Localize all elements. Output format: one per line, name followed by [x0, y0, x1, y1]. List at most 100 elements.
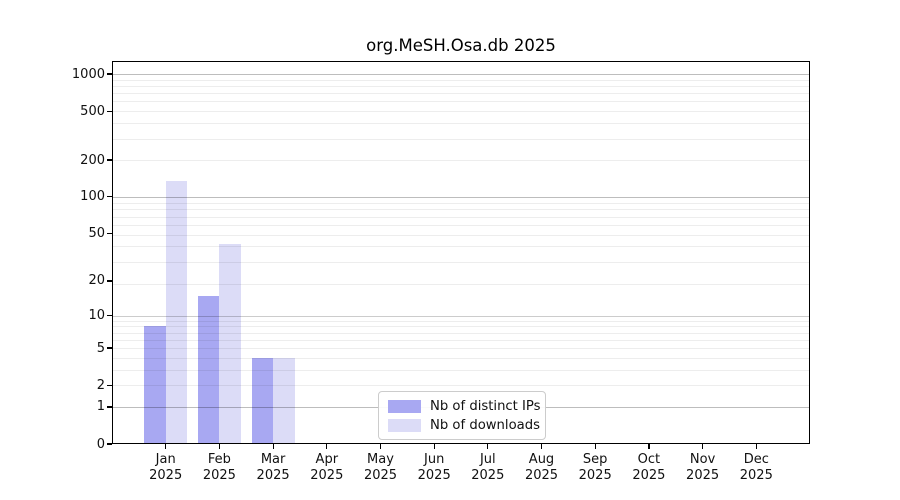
x-tick-year: 2025: [149, 467, 183, 483]
x-tick-month: Mar: [260, 452, 286, 467]
gridline-minor: [112, 348, 810, 349]
x-axis-tick-label: Jan 2025: [134, 452, 198, 483]
y-axis-tick-mark: [107, 196, 112, 198]
gridline-minor: [112, 326, 810, 328]
gridline-minor: [112, 197, 810, 199]
y-axis-tick-label: 50: [88, 225, 105, 241]
x-tick-month: May: [367, 452, 394, 467]
x-tick-year: 2025: [578, 467, 612, 483]
x-tick-year: 2025: [471, 467, 505, 483]
gridline-minor: [112, 320, 810, 322]
x-tick-year: 2025: [686, 467, 720, 483]
y-axis-tick-label: 10: [88, 308, 105, 324]
legend-swatch-downloads-icon: [388, 418, 421, 432]
y-axis-tick-label: 200: [80, 152, 105, 168]
gridline-minor: [112, 357, 810, 359]
gridline-minor: [112, 209, 810, 211]
legend: Nb of distinct IPs Nb of downloads: [378, 391, 546, 440]
y-axis-tick-mark: [107, 232, 112, 235]
gridline-minor: [112, 123, 810, 125]
legend-label-distinct-ips: Nb of distinct IPs: [430, 398, 541, 414]
gridline-minor: [112, 101, 810, 103]
y-axis-tick-label: 0: [96, 436, 105, 452]
x-axis-tick-mark: [648, 444, 650, 449]
legend-entry-distinct-ips: Nb of distinct IPs: [388, 399, 541, 414]
x-axis-tick-label: Jul 2025: [456, 452, 520, 483]
x-axis-tick-mark: [702, 444, 704, 449]
y-axis-tick-mark: [107, 110, 112, 112]
y-axis-tick-label: 2: [96, 377, 105, 393]
x-tick-month: Oct: [637, 452, 661, 467]
x-axis-tick-mark: [218, 444, 221, 449]
x-axis-tick-label: Nov 2025: [671, 452, 735, 483]
x-tick-month: Dec: [743, 452, 769, 467]
x-tick-year: 2025: [739, 467, 773, 483]
gridline-minor: [112, 216, 810, 218]
y-axis-tick-mark: [107, 280, 112, 282]
y-axis-tick-mark: [107, 384, 112, 386]
legend-entry-downloads: Nb of downloads: [388, 418, 540, 433]
gridline-major: [112, 74, 810, 75]
x-axis-tick-mark: [540, 444, 543, 449]
x-tick-year: 2025: [524, 467, 559, 483]
gridline-minor: [112, 74, 810, 76]
x-tick-month: Feb: [207, 452, 231, 467]
x-axis-tick-label: Aug 2025: [510, 452, 574, 483]
x-axis-tick-mark: [165, 444, 167, 449]
gridline-minor: [112, 234, 810, 236]
y-axis-tick-mark: [107, 443, 112, 445]
x-tick-month: Jul: [479, 452, 496, 467]
bar-downloads: [165, 181, 188, 444]
gridline-major: [112, 315, 810, 317]
gridline-minor: [112, 86, 810, 87]
y-axis-tick-mark: [107, 406, 112, 408]
y-axis-tick-label: 1: [96, 399, 105, 415]
x-axis-tick-label: Sep 2025: [563, 452, 627, 483]
gridline-minor: [112, 160, 810, 162]
x-axis-tick-mark: [487, 444, 489, 449]
y-axis-tick-mark: [107, 159, 112, 161]
gridline-minor: [112, 369, 810, 371]
x-tick-year: 2025: [632, 467, 666, 483]
x-tick-month: Aug: [528, 452, 555, 467]
gridline-minor: [112, 93, 810, 95]
x-tick-year: 2025: [202, 467, 236, 483]
x-axis-tick-mark: [433, 444, 435, 449]
x-tick-month: Nov: [689, 452, 716, 467]
legend-swatch-distinct-ips-icon: [388, 399, 421, 413]
gridline-minor: [112, 79, 810, 81]
x-axis-tick-label: Jun 2025: [402, 452, 466, 483]
gridline-minor: [112, 203, 810, 204]
x-tick-year: 2025: [363, 467, 398, 483]
y-axis-tick-mark: [107, 347, 112, 349]
gridline-minor: [112, 224, 810, 226]
x-axis-tick-mark: [594, 444, 596, 449]
chart-title: org.MeSH.Osa.db 2025: [366, 36, 556, 55]
gridline-minor: [112, 246, 810, 248]
bar-downloads: [273, 357, 295, 444]
y-axis-tick-label: 1000: [71, 66, 105, 82]
gridline-minor: [112, 111, 810, 113]
x-tick-year: 2025: [256, 467, 290, 483]
x-tick-year: 2025: [310, 467, 344, 483]
x-axis-tick-label: May 2025: [349, 452, 413, 483]
gridline-minor: [112, 332, 810, 334]
bar-distinct-ips: [251, 357, 274, 444]
bar-distinct-ips: [144, 326, 166, 444]
x-axis-tick-mark: [272, 444, 274, 449]
y-axis-tick-mark: [107, 73, 112, 75]
x-axis-tick-label: Dec 2025: [724, 452, 788, 483]
gridline-minor: [112, 385, 810, 387]
y-axis-tick-label: 20: [88, 273, 105, 289]
x-tick-year: 2025: [417, 467, 451, 483]
x-tick-month: Sep: [582, 452, 608, 467]
bar-distinct-ips: [197, 295, 220, 444]
x-tick-month: Apr: [315, 452, 339, 467]
x-tick-month: Jan: [155, 452, 176, 467]
gridline-minor: [112, 339, 810, 341]
x-axis-tick-mark: [326, 444, 328, 449]
y-axis-tick-mark: [107, 315, 112, 317]
gridline-minor: [112, 261, 810, 263]
bar-downloads: [219, 243, 241, 444]
